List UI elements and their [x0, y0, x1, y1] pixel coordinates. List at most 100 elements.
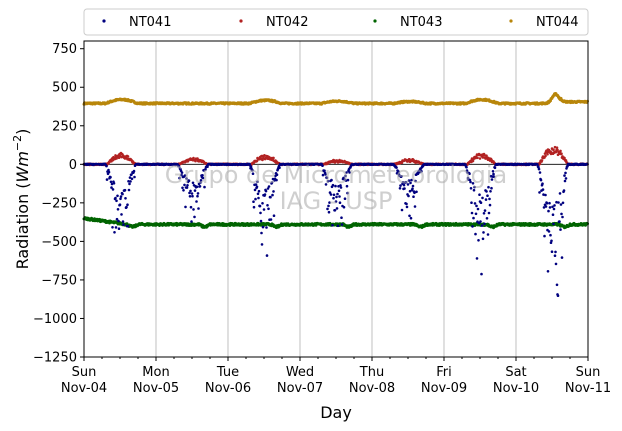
nt041-point: [132, 169, 136, 173]
nt041-point: [415, 190, 418, 194]
nt042-point: [560, 152, 563, 155]
x-tick-label-date: Nov-06: [205, 381, 251, 396]
nt041-point: [271, 193, 274, 197]
nt041-point: [125, 205, 128, 209]
nt042-point: [126, 155, 130, 158]
nt041-point: [558, 220, 561, 223]
x-tick-label-date: Nov-09: [421, 381, 467, 396]
nt041-point: [269, 218, 273, 221]
nt041-point: [111, 188, 115, 191]
nt041-point: [557, 201, 560, 204]
nt041-point: [470, 211, 474, 215]
y-axis-label-main: Radiation (: [13, 182, 32, 269]
series-nt043: [82, 216, 589, 230]
nt041-point: [474, 232, 477, 236]
nt041-point: [265, 254, 269, 257]
y-axis-label: Radiation (Wm−2): [11, 129, 32, 270]
x-tick-label-day: Wed: [286, 365, 314, 380]
legend: NT041 NT042 NT043 NT044: [83, 8, 589, 36]
nt041-point: [558, 192, 562, 195]
nt041-point: [481, 237, 485, 241]
nt041-point: [195, 200, 198, 203]
nt041-point: [472, 188, 476, 192]
nt042-point: [476, 156, 479, 160]
nt041-point: [550, 239, 553, 243]
nt041-point: [561, 215, 564, 219]
nt041-point: [124, 197, 127, 200]
y-tick-label: −1250: [33, 351, 77, 366]
nt041-point: [480, 224, 484, 227]
nt041-point: [190, 192, 194, 195]
nt041-point: [119, 195, 123, 198]
nt041-point: [193, 215, 196, 219]
nt041-point: [264, 189, 268, 193]
nt041-point: [486, 194, 489, 197]
x-tick-label-day: Sun: [72, 365, 97, 380]
nt041-point: [116, 194, 119, 198]
nt041-point: [471, 225, 474, 228]
nt041-point: [115, 199, 118, 203]
nt041-point: [407, 194, 410, 198]
nt041-point: [541, 188, 545, 191]
x-tick-label-date: Nov-05: [133, 381, 179, 396]
nt041-point: [193, 189, 197, 192]
nt041-point: [129, 180, 132, 183]
y-tick-label: −500: [41, 235, 77, 250]
x-tick-label-day: Sat: [505, 365, 526, 380]
nt041-point: [336, 224, 340, 228]
nt041-point: [182, 189, 185, 192]
nt041-point: [481, 196, 484, 200]
nt041-point: [114, 226, 118, 229]
nt041-point: [559, 203, 563, 206]
nt041-point: [197, 207, 200, 210]
nt041-point: [537, 167, 541, 171]
legend-label: NT041: [129, 15, 171, 30]
nt041-point: [536, 163, 539, 166]
nt041-point: [550, 250, 554, 253]
nt041-point: [116, 208, 120, 211]
nt041-point: [252, 200, 255, 203]
nt041-point: [545, 202, 549, 205]
nt041-point: [272, 214, 276, 217]
y-tick-label: 750: [52, 42, 77, 57]
nt041-point: [561, 201, 565, 205]
series-layer: [82, 92, 589, 298]
nt041-point: [121, 220, 125, 223]
nt041-point: [541, 182, 544, 185]
y-axis-label-close: ): [13, 129, 32, 135]
nt041-point: [272, 190, 275, 193]
nt042-point: [540, 159, 544, 162]
x-axis: SunNov-04MonNov-05TueNov-06WedNov-07ThuN…: [61, 357, 611, 396]
nt042-point: [546, 152, 549, 156]
nt041-point: [123, 188, 127, 192]
legend-marker: [102, 19, 106, 23]
nt041-point: [120, 213, 123, 216]
x-tick-label-date: Nov-11: [565, 381, 611, 396]
nt041-point: [538, 171, 542, 174]
nt041-point: [553, 254, 557, 257]
nt041-point: [553, 204, 556, 207]
nt041-point: [112, 182, 116, 185]
nt041-point: [413, 205, 417, 208]
nt041-point: [485, 190, 488, 193]
x-tick-label-date: Nov-10: [493, 381, 539, 396]
nt041-point: [190, 220, 193, 223]
nt041-point: [256, 192, 260, 196]
nt041-point: [126, 224, 130, 228]
y-axis-label-unit: Wm: [13, 151, 32, 182]
nt041-point: [192, 208, 195, 211]
nt041-point: [128, 182, 131, 186]
nt041-point: [409, 216, 413, 220]
nt041-point: [126, 203, 129, 206]
nt041-point: [552, 207, 556, 211]
nt041-point: [257, 196, 260, 200]
nt042-point: [272, 156, 275, 160]
nt041-point: [340, 216, 343, 219]
nt041-point: [188, 195, 192, 198]
nt041-point: [117, 219, 120, 223]
nt041-point: [113, 231, 116, 234]
nt041-point: [119, 197, 122, 201]
nt041-point: [473, 202, 477, 205]
x-tick-label-date: Nov-04: [61, 381, 107, 396]
nt041-point: [254, 197, 257, 201]
